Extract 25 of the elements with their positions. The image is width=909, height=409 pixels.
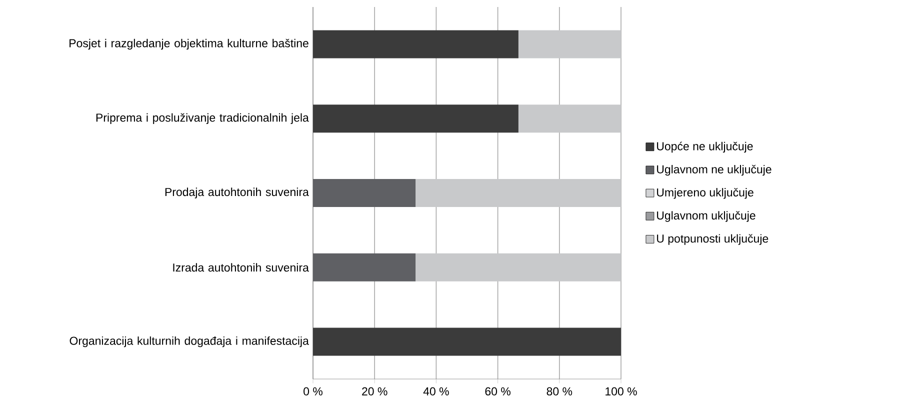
bar	[518, 104, 622, 133]
legend-label: U potpunosti uključuje	[657, 234, 768, 245]
y-tick-label: Izrada autohtonih suvenira	[173, 263, 309, 272]
y-tick-label: Priprema i posluživanje tradicionalnih jela	[96, 113, 309, 124]
x-tick-label: 60 %	[485, 387, 510, 396]
y-tick-label: Posjet i razgledanje objektima kulturne baštine	[70, 38, 308, 50]
y-tick-label: Prodaja autohtonih suvenira	[165, 188, 309, 198]
x-tick-label: 0 %	[304, 387, 322, 396]
bar	[416, 253, 622, 282]
legend-label: Uopće ne uključuje	[657, 142, 753, 153]
y-tick-label: Organizacija kulturnih događaja i manifestacija	[70, 336, 309, 348]
legend-label: Umjereno uključuje	[657, 188, 754, 199]
bar	[518, 30, 622, 58]
x-tick-label: 20 %	[362, 387, 388, 396]
x-tick-label: 40 %	[423, 387, 449, 396]
bar	[313, 179, 416, 208]
bar	[313, 328, 622, 356]
bar	[313, 253, 416, 282]
legend-label: Uglavnom uključuje	[657, 211, 756, 222]
x-tick-label: 80 %	[546, 387, 572, 396]
bar	[313, 104, 518, 133]
x-tick-label: 100 %	[606, 387, 637, 396]
bar	[416, 179, 622, 208]
bar	[313, 30, 518, 58]
legend-label: Uglavnom ne uključuje	[657, 164, 772, 176]
